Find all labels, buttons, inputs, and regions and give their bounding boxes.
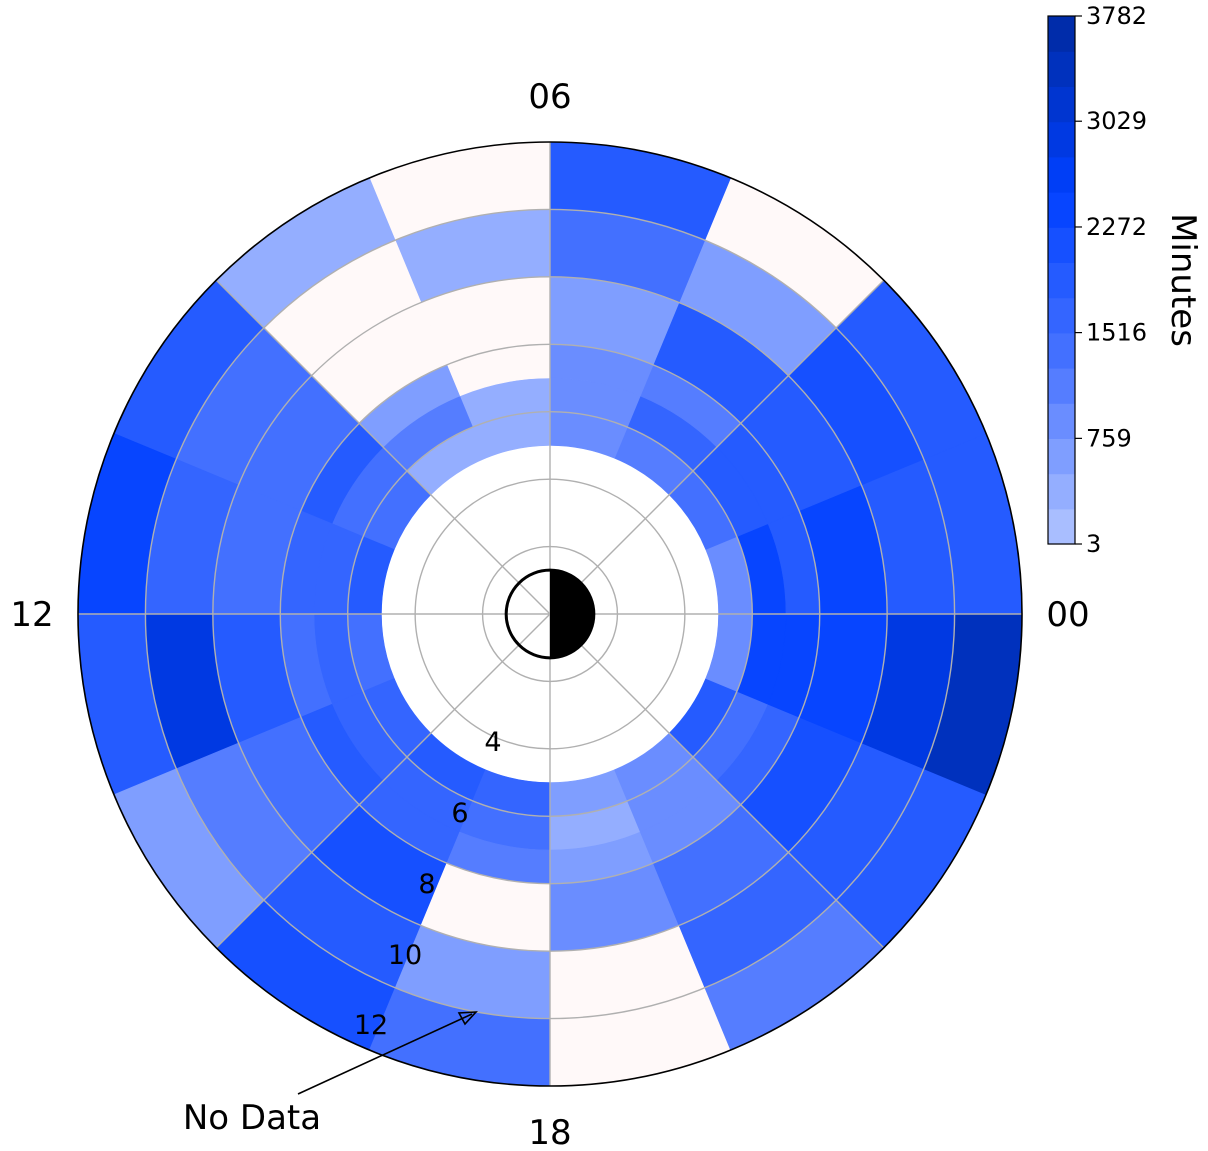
colorbar-swatch	[1048, 332, 1075, 369]
colorbar-swatch	[1048, 403, 1075, 439]
radial-tick-label: 8	[418, 869, 435, 900]
colorbar-tick-label: 759	[1086, 424, 1132, 452]
colorbar-swatch	[1048, 473, 1075, 510]
colorbar-swatch	[1048, 227, 1075, 263]
angular-gridline	[215, 613, 551, 949]
radial-tick-labels: 4 6 8 10 12	[354, 727, 502, 1041]
colorbar-swatch	[1048, 438, 1075, 475]
angular-gridline	[549, 613, 885, 949]
colorbar-swatch	[1048, 508, 1075, 545]
annotation-label: No Data	[183, 1098, 321, 1138]
radial-tick-label: 6	[451, 798, 468, 829]
no-data-annotation: No Data	[183, 1011, 478, 1138]
colorbar-swatch	[1048, 262, 1075, 299]
radial-tick-label: 10	[388, 940, 422, 971]
annotation-arrow-line	[297, 1013, 473, 1095]
night-half	[550, 570, 594, 658]
day-night-symbol	[504, 568, 596, 660]
colorbar-swatch	[1048, 192, 1075, 228]
annotation-arrowhead	[457, 1011, 478, 1026]
polar-grid	[78, 142, 1022, 1086]
radial-tick-label: 4	[484, 727, 501, 758]
outer-boundary	[77, 141, 1023, 1087]
colorbar-swatch	[1048, 121, 1075, 158]
colorbar-tick-label: 3029	[1086, 107, 1147, 135]
colorbar-swatch	[1048, 51, 1075, 87]
day-night-outline	[504, 568, 596, 660]
angular-tick-label: 06	[528, 77, 571, 117]
angular-tick-label: 12	[10, 595, 53, 635]
angular-gridline	[215, 279, 551, 615]
colorbar: 3 759 1516 2272 3029 3782 Minutes	[1047, 2, 1203, 558]
colorbar-swatches	[1048, 16, 1075, 545]
colorbar-tick-label: 3	[1086, 530, 1101, 558]
colorbar-tick-label: 3782	[1086, 2, 1147, 30]
colorbar-ticks: 3 759 1516 2272 3029 3782	[1075, 2, 1147, 558]
colorbar-swatch	[1048, 16, 1075, 52]
colorbar-swatch	[1048, 86, 1075, 123]
colorbar-swatch	[1048, 156, 1075, 193]
angular-tick-labels: 00 06 12 18	[10, 77, 1089, 1151]
angular-gridline	[549, 279, 885, 615]
angular-tick-label: 18	[528, 1113, 571, 1151]
colorbar-swatch	[1048, 368, 1075, 404]
colorbar-tick-label: 1516	[1086, 319, 1147, 347]
angular-tick-label: 00	[1046, 595, 1089, 635]
colorbar-swatch	[1048, 297, 1075, 334]
colorbar-label: Minutes	[1163, 213, 1203, 347]
colorbar-frame	[1047, 15, 1076, 545]
colorbar-tick-label: 2272	[1086, 213, 1147, 241]
radial-tick-label: 12	[354, 1010, 388, 1041]
